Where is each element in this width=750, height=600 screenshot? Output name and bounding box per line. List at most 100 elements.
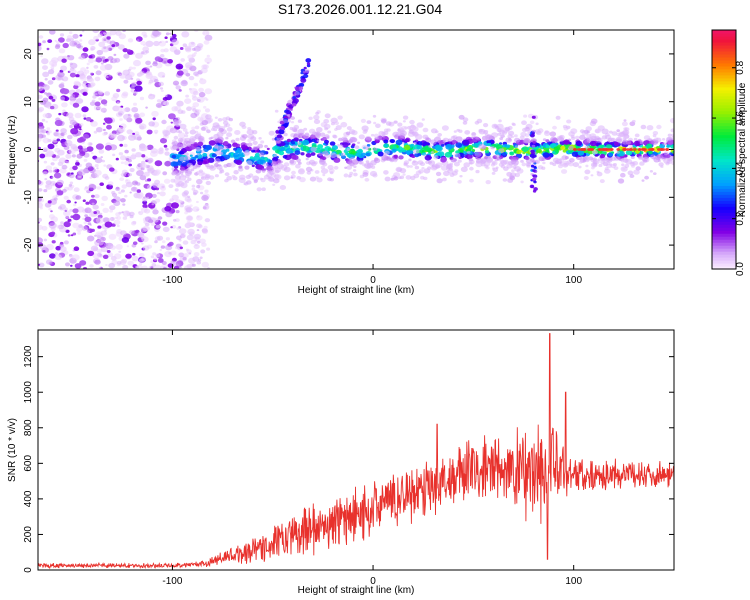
heatmap-noise-cell bbox=[41, 225, 48, 231]
heatmap-spike-cell bbox=[530, 184, 535, 189]
heatmap-halo-cell bbox=[604, 167, 609, 171]
heatmap-noise-cell bbox=[38, 237, 43, 244]
heatmap-noise-cell bbox=[47, 130, 52, 134]
heatmap-noise-cell bbox=[173, 49, 181, 55]
heatmap-noise-cell bbox=[98, 41, 106, 48]
heatmap-noise-cell bbox=[142, 200, 148, 205]
heatmap-noise-cell bbox=[152, 61, 158, 67]
heatmap-noise-cell bbox=[38, 106, 45, 112]
heatmap-noise-cell bbox=[42, 171, 48, 176]
heatmap-halo-cell bbox=[552, 125, 557, 130]
heatmap-noise-cell bbox=[133, 102, 137, 106]
colorbar-band bbox=[712, 254, 736, 258]
heatmap-noise-cell bbox=[76, 227, 83, 233]
heatmap-noise-cell bbox=[128, 163, 132, 167]
colorbar-band bbox=[712, 83, 736, 88]
heatmap-noise-cell bbox=[102, 207, 109, 213]
heatmap-noise-cell bbox=[76, 153, 83, 159]
heatmap-noise-cell bbox=[172, 80, 180, 86]
heatmap-noise-cell bbox=[71, 154, 76, 158]
heatmap-noise-cell bbox=[140, 235, 146, 240]
heatmap-noise-cell bbox=[127, 49, 131, 52]
heatmap-noise-cell bbox=[107, 181, 114, 186]
heatmap-noise-cell bbox=[118, 152, 124, 156]
heatmap-halo-cell bbox=[342, 137, 348, 143]
heatmap-noise-cell bbox=[137, 72, 144, 77]
colorbar-band bbox=[712, 242, 736, 246]
heatmap-ridge-cell bbox=[623, 127, 628, 131]
colorbar-band bbox=[712, 44, 736, 49]
heatmap-noise-cell bbox=[146, 129, 153, 135]
heatmap-halo-cell bbox=[338, 144, 344, 149]
heatmap-noise-cell bbox=[171, 39, 179, 46]
heatmap-halo-cell bbox=[616, 151, 620, 154]
heatmap-noise-cell bbox=[119, 143, 123, 147]
heatmap-noise-cell bbox=[160, 137, 167, 144]
heatmap-noise-cell bbox=[53, 197, 58, 201]
heatmap-halo-cell bbox=[583, 129, 590, 134]
heatmap-branch-cell bbox=[276, 134, 281, 139]
heatmap-halo-cell bbox=[525, 162, 532, 167]
heatmap-ridge-cell bbox=[670, 128, 674, 133]
heatmap-noise-cell bbox=[157, 31, 162, 35]
heatmap-noise-cell bbox=[38, 122, 44, 127]
heatmap-noise-cell bbox=[44, 178, 48, 181]
heatmap-noise-cell bbox=[127, 113, 131, 116]
heatmap-noise-cell bbox=[157, 192, 160, 195]
heatmap-ridge-cell bbox=[563, 139, 570, 145]
heatmap-halo-cell bbox=[271, 166, 276, 170]
heatmap-noise-cell bbox=[120, 161, 124, 164]
heatmap-noise-cell bbox=[130, 85, 135, 90]
heatmap-halo-cell bbox=[242, 134, 248, 139]
heatmap-noise-cell bbox=[94, 157, 103, 164]
heatmap-ridge-peak bbox=[590, 148, 595, 151]
colorbar-band bbox=[712, 224, 736, 228]
heatmap-noise-cell bbox=[164, 251, 172, 258]
colorbar-band bbox=[712, 131, 736, 136]
heatmap-halo-cell bbox=[357, 141, 361, 144]
heatmap-noise-cell bbox=[204, 189, 209, 193]
heatmap-noise-cell bbox=[56, 40, 60, 44]
heatmap-noise-cell bbox=[91, 194, 95, 198]
heatmap-noise-cell bbox=[111, 205, 114, 208]
heatmap-noise-cell bbox=[136, 182, 141, 186]
heatmap-halo-cell bbox=[436, 135, 441, 140]
heatmap-noise-cell bbox=[122, 48, 128, 53]
heatmap-ridge-cell bbox=[329, 141, 336, 146]
heatmap-noise-cell bbox=[106, 124, 112, 130]
heatmap-ridge-cell bbox=[464, 155, 468, 159]
heatmap-noise-cell bbox=[119, 73, 127, 79]
heatmap-ridge-cell bbox=[355, 152, 361, 157]
heatmap-ridge-cell bbox=[225, 136, 229, 140]
heatmap-noise-cell bbox=[122, 203, 126, 206]
heatmap-noise-cell bbox=[109, 205, 116, 211]
heatmap-noise-cell bbox=[110, 133, 117, 138]
heatmap-ridge-cell bbox=[560, 145, 566, 150]
colorbar-frame bbox=[711, 29, 737, 270]
heatmap-noise-cell bbox=[120, 230, 127, 236]
colorbar-band bbox=[712, 80, 736, 85]
heatmap-halo-cell bbox=[656, 124, 662, 130]
heatmap-noise-cell bbox=[162, 226, 170, 233]
heatmap-ridge-cell bbox=[579, 129, 585, 134]
heatmap-ridge-cell bbox=[271, 137, 276, 141]
colorbar-band bbox=[712, 236, 736, 240]
colorbar-band bbox=[712, 182, 736, 186]
colorbar-band bbox=[712, 30, 736, 34]
heatmap-noise-cell bbox=[62, 109, 66, 113]
heatmap-noise-cell bbox=[48, 95, 54, 100]
heatmap-x-axis-label: Height of straight line (km) bbox=[298, 285, 415, 296]
heatmap-noise-cell bbox=[142, 225, 150, 232]
heatmap-noise-cell bbox=[193, 90, 199, 96]
heatmap-ridge-cell bbox=[192, 189, 199, 195]
heatmap-ridge-cell bbox=[238, 152, 245, 158]
heatmap-noise-cell bbox=[162, 221, 168, 226]
heatmap-noise-cell bbox=[196, 260, 202, 265]
heatmap-halo-cell bbox=[588, 156, 593, 161]
heatmap-halo-cell bbox=[337, 115, 343, 120]
heatmap-noise-cell bbox=[147, 178, 152, 182]
heatmap-halo-cell bbox=[381, 134, 386, 138]
heatmap-noise-cell bbox=[108, 233, 117, 240]
heatmap-branch-cell bbox=[298, 86, 304, 90]
heatmap-noise-cell bbox=[72, 102, 80, 108]
